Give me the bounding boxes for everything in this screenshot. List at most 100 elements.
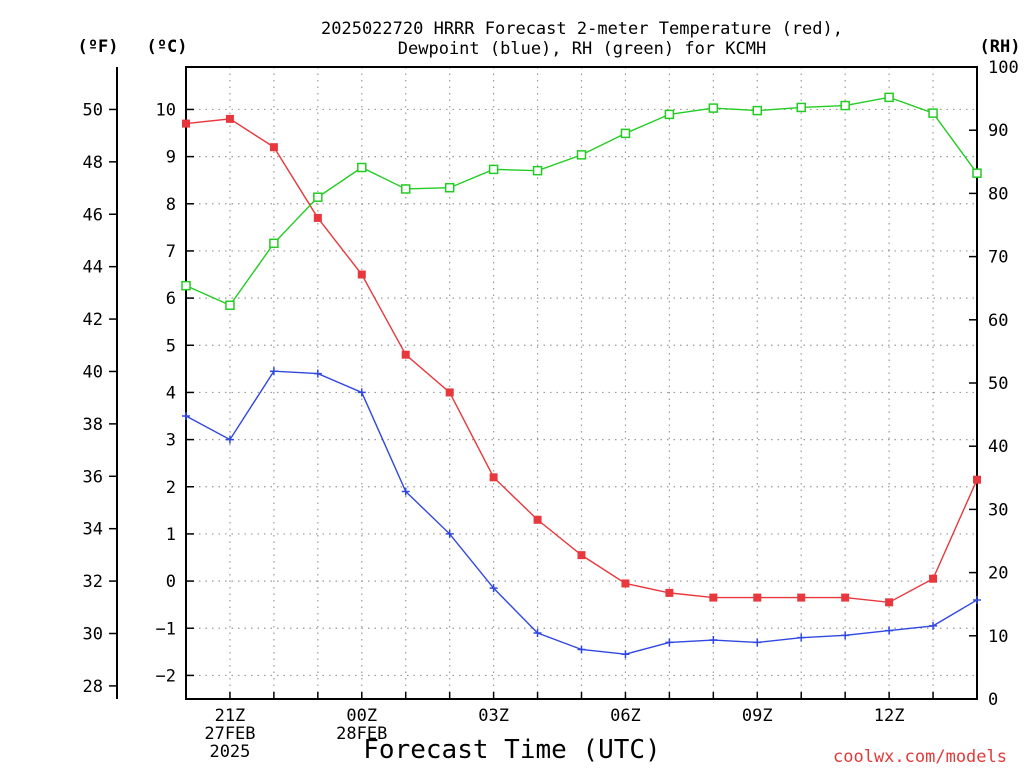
celsius-tick-label: 6 — [166, 289, 176, 309]
x-axis-label: Forecast Time (UTC) — [363, 735, 660, 765]
rh-point — [181, 280, 191, 291]
rh-point — [532, 165, 543, 176]
temperature-point — [357, 270, 366, 279]
rh-tick-label: 40 — [988, 437, 1008, 457]
fahrenheit-tick-label: 30 — [83, 624, 103, 644]
dewpoint-point — [445, 529, 454, 538]
celsius-tick-label: 10 — [156, 100, 176, 120]
fahrenheit-tick-label: 40 — [83, 362, 103, 382]
dewpoint-point — [621, 650, 630, 659]
x-tick-label: 06Z — [610, 706, 641, 726]
celsius-tick-label: 4 — [166, 383, 176, 403]
fahrenheit-tick-label: 50 — [83, 100, 103, 120]
rh-point — [444, 182, 455, 193]
rh-point — [928, 108, 938, 118]
dewpoint-point — [357, 388, 366, 397]
dewpoint-point — [182, 412, 190, 421]
temperature-point — [313, 213, 322, 222]
rh-tick-label: 20 — [988, 564, 1008, 584]
celsius-tick-label: 3 — [166, 431, 176, 451]
rh-point — [313, 192, 323, 202]
rh-line — [185, 96, 978, 307]
temperature-point — [753, 593, 762, 602]
plot-frame — [185, 66, 978, 700]
temperature-point — [665, 588, 674, 597]
x-tick-label: 00Z — [346, 706, 377, 726]
rh-point — [400, 184, 411, 194]
dewpoint-point — [753, 638, 762, 647]
dewpoint-point — [973, 595, 981, 604]
dewpoint-point — [269, 367, 278, 376]
series-lines — [181, 92, 982, 659]
fahrenheit-tick-label: 32 — [83, 572, 103, 592]
temperature-point — [269, 143, 278, 152]
celsius-tick-label: −1 — [156, 619, 176, 639]
dewpoint-point — [225, 435, 234, 444]
x-tick-label: 09Z — [742, 706, 773, 726]
fahrenheit-tick-label: 38 — [83, 415, 103, 435]
fahrenheit-tick-label: 46 — [83, 205, 103, 225]
rh-unit-label: (RH) — [980, 37, 1021, 57]
x-tick-label: 12Z — [874, 706, 905, 726]
celsius-tick-label: 0 — [166, 572, 176, 592]
celsius-tick-label: 8 — [166, 195, 176, 215]
rh-tick-label: 80 — [988, 184, 1008, 204]
rh-tick-label: 30 — [988, 500, 1008, 520]
axes: −2−1012345678910283032343638404244464850… — [83, 58, 1019, 762]
dewpoint-point — [665, 638, 674, 647]
temperature-point — [797, 593, 806, 602]
temperature-point — [182, 119, 190, 128]
fahrenheit-tick-label: 44 — [83, 258, 103, 278]
celsius-unit-label: (ºC) — [147, 37, 188, 57]
celsius-tick-label: −2 — [156, 666, 176, 686]
credit-label: coolwx.com/models — [833, 747, 1007, 767]
dewpoint-point — [885, 626, 894, 635]
temperature-point — [445, 388, 454, 397]
x-tick-label: 21Z — [215, 706, 246, 726]
temperature-point — [225, 114, 234, 123]
celsius-tick-label: 9 — [166, 148, 176, 168]
fahrenheit-tick-label: 48 — [83, 153, 103, 173]
chart-title-line-1: 2025022720 HRRR Forecast 2-meter Tempera… — [321, 19, 843, 39]
dewpoint-point — [313, 369, 322, 378]
rh-tick-label: 100 — [988, 58, 1019, 78]
rh-point — [488, 164, 499, 175]
celsius-tick-label: 2 — [166, 478, 176, 498]
rh-point — [269, 238, 279, 249]
celsius-tick-label: 1 — [166, 525, 176, 545]
fahrenheit-tick-label: 28 — [83, 677, 103, 697]
celsius-tick-label: 7 — [166, 242, 176, 262]
rh-point — [752, 105, 763, 116]
rh-point — [972, 168, 982, 178]
temperature-point — [533, 515, 542, 524]
rh-tick-label: 0 — [988, 690, 998, 710]
dewpoint-point — [929, 621, 938, 630]
temperature-point — [577, 551, 586, 560]
x-tick-label: 2025 — [209, 742, 250, 762]
rh-point — [664, 109, 675, 120]
rh-point — [796, 102, 806, 113]
x-tick-label: 27FEB — [204, 724, 255, 744]
rh-point — [840, 100, 850, 111]
dewpoint-line — [185, 370, 978, 655]
rh-tick-label: 70 — [988, 248, 1008, 268]
dewpoint-point — [709, 636, 718, 645]
temperature-point — [841, 593, 850, 602]
temperature-point — [885, 598, 894, 607]
rh-point — [708, 103, 719, 113]
temperature-point — [929, 574, 938, 583]
dewpoint-point — [841, 631, 850, 640]
x-tick-label: 28FEB — [336, 724, 387, 744]
temperature-point — [401, 350, 410, 359]
dewpoint-point — [401, 487, 410, 496]
dewpoint-point — [533, 628, 542, 637]
fahrenheit-unit-label: (ºF) — [78, 37, 119, 57]
temperature-point — [621, 579, 630, 588]
dewpoint-point — [489, 584, 498, 593]
rh-tick-label: 90 — [988, 121, 1008, 141]
x-tick-label: 03Z — [478, 706, 509, 726]
fahrenheit-tick-label: 34 — [83, 520, 103, 540]
rh-point — [884, 92, 894, 103]
rh-tick-label: 50 — [988, 374, 1008, 394]
